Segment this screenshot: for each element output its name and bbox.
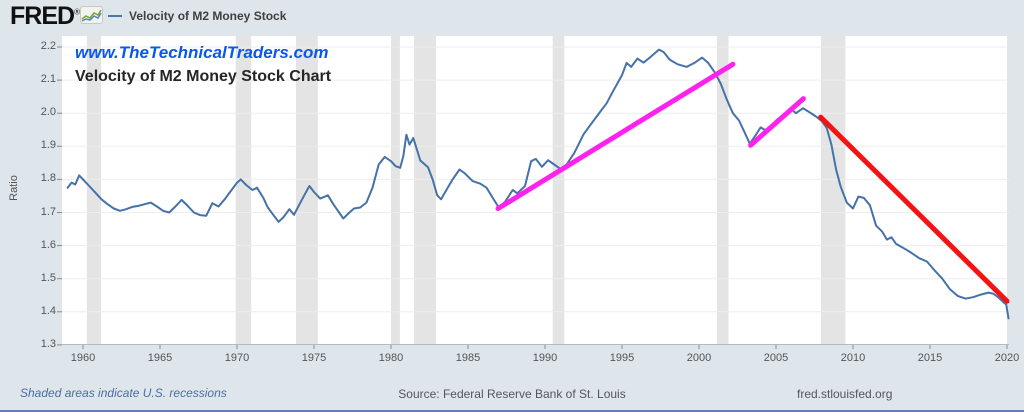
- y-tick-label: 1.4: [40, 304, 56, 317]
- x-tick-label: 1965: [147, 352, 173, 364]
- source-credit: Source: Federal Reserve Bank of St. Loui…: [398, 387, 626, 401]
- x-tick-label: 2010: [840, 352, 866, 364]
- recession-band: [552, 36, 565, 345]
- x-tick-label: 1990: [532, 352, 558, 364]
- chart-title: Velocity of M2 Money Stock Chart: [75, 68, 332, 85]
- y-tick-label: 2.0: [40, 106, 56, 119]
- recession-band: [1007, 36, 1009, 345]
- y-tick-label: 1.6: [40, 238, 56, 251]
- chart-plot-area: [57, 36, 1010, 349]
- series-color-swatch: [108, 15, 122, 17]
- x-tick-label: 2015: [917, 352, 943, 364]
- x-tick-label: 2000: [686, 352, 712, 364]
- x-tick-label: 1995: [609, 352, 635, 364]
- fred-logo[interactable]: FRED®: [10, 2, 80, 30]
- recession-band: [717, 36, 729, 345]
- recession-band: [391, 36, 400, 345]
- series-legend[interactable]: Velocity of M2 Money Stock: [108, 9, 286, 23]
- recession-band: [414, 36, 436, 345]
- downtrend-2008-2020-line: [818, 114, 1010, 304]
- watermark-url: www.TheTechnicalTraders.com: [75, 43, 329, 62]
- registered-mark: ®: [74, 7, 80, 17]
- x-tick-label: 2005: [763, 352, 789, 364]
- uptrend-1987-2002-line: [495, 61, 736, 212]
- x-tick-label: 1970: [224, 352, 250, 364]
- bottom-border: [0, 410, 1024, 412]
- x-tick-label: 1980: [378, 352, 404, 364]
- recession-note: Shaded areas indicate U.S. recessions: [20, 386, 227, 400]
- x-tick-label: 1975: [301, 352, 327, 364]
- uptrend-2003-2007-line: [748, 96, 806, 148]
- y-tick-label: 1.9: [40, 139, 56, 152]
- y-tick-label: 2.2: [40, 40, 56, 52]
- y-tick-label: 1.3: [40, 337, 56, 350]
- fred-site-link[interactable]: fred.stlouisfed.org: [797, 387, 893, 401]
- y-tick-label: 2.1: [40, 73, 56, 86]
- y-axis-title: Ratio: [8, 175, 20, 201]
- y-tick-label: 1.7: [40, 205, 56, 218]
- mini-chart-icon: [80, 6, 103, 24]
- x-tick-label: 2020: [994, 352, 1020, 364]
- series-legend-label: Velocity of M2 Money Stock: [129, 9, 287, 23]
- x-tick-label: 1960: [70, 352, 96, 364]
- x-tick-label: 1985: [455, 352, 481, 364]
- y-tick-label: 1.8: [40, 172, 56, 185]
- m2-velocity-line: [66, 48, 1010, 320]
- y-tick-label: 1.5: [40, 271, 56, 284]
- chart-header: FRED® Velocity of M2 Money Stock: [0, 0, 1024, 32]
